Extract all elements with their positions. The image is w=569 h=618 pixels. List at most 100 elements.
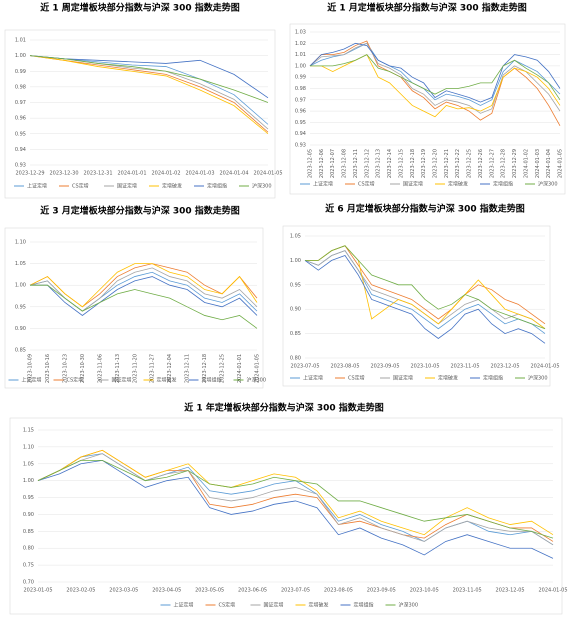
- x-tick-label: 2023-12-05: [490, 364, 519, 370]
- series-line: [29, 55, 269, 125]
- x-tick-label: 2023-06-05: [238, 588, 267, 594]
- x-tick-label: 2023-10-09: [28, 354, 34, 383]
- x-tick-label: 2023-12-22: [455, 149, 461, 178]
- x-tick-label: 2023-12-07: [330, 149, 336, 178]
- y-tick-label: 0.80: [290, 356, 301, 362]
- y-tick-label: 1.15: [23, 428, 34, 434]
- legend-label: 沪深300: [252, 183, 272, 190]
- x-tick-label: 2023-11-13: [115, 354, 121, 383]
- legend-label: 上证定增: [27, 183, 47, 190]
- chart-frame: [9, 417, 563, 615]
- legend-label: 沪深300: [538, 181, 558, 188]
- y-tick-label: 0.99: [15, 69, 26, 75]
- y-tick-label: 1.02: [295, 41, 306, 47]
- legend-label: 定增破发: [157, 377, 177, 384]
- y-tick-label: 0.90: [290, 307, 301, 313]
- x-tick-label: 2024-01-02: [523, 149, 529, 178]
- x-tick-label: 2023-11-05: [453, 588, 482, 594]
- y-tick-label: 1.01: [295, 52, 306, 58]
- y-tick-label: 0.96: [15, 116, 26, 122]
- y-tick-label: 0.96: [295, 109, 306, 115]
- legend-label: CS定增: [67, 377, 84, 384]
- x-tick-label: 2023-12-21: [444, 149, 450, 178]
- legend-label: 定增破发: [309, 602, 329, 609]
- legend-label: 国证定增: [264, 602, 284, 609]
- y-tick-label: 0.98: [295, 86, 306, 92]
- chart-title: 近 1 周定增板块部分指数与沪深 300 指数走势图: [40, 2, 240, 14]
- series-line: [37, 459, 554, 559]
- series-line: [37, 449, 554, 536]
- y-tick-label: 1.00: [15, 283, 26, 289]
- legend-label: 上证定增: [313, 181, 333, 188]
- legend-label: 定增破发: [448, 181, 468, 188]
- x-tick-label: 2023-12-26: [478, 149, 484, 178]
- legend-label: CS定增: [72, 183, 89, 190]
- y-tick-label: 0.95: [23, 495, 34, 501]
- y-tick-label: 0.85: [15, 348, 26, 354]
- legend-label: 定增组指: [207, 183, 227, 190]
- series-line: [30, 284, 258, 329]
- y-tick-label: 0.95: [15, 131, 26, 137]
- x-tick-label: 2023-10-23: [62, 354, 68, 383]
- x-tick-label: 2023-12-18: [202, 354, 208, 383]
- x-tick-label: 2024-01-05: [538, 588, 567, 594]
- chart-title: 近 3 月定增板块部分指数与沪深 300 指数走势图: [40, 205, 240, 217]
- series-line: [30, 276, 258, 316]
- chart-frame: [4, 227, 264, 389]
- x-tick-label: 2023-12-28: [501, 149, 507, 178]
- x-tick-label: 2023-12-05: [308, 149, 314, 178]
- series-line: [309, 40, 561, 126]
- x-tick-label: 2024-01-04: [219, 171, 248, 177]
- y-tick-label: 0.95: [295, 120, 306, 126]
- chart-frame: [289, 23, 566, 195]
- x-tick-label: 2024-01-05: [253, 171, 282, 177]
- series-line: [305, 245, 546, 330]
- y-tick-label: 0.75: [23, 563, 34, 569]
- x-tick-label: 2023-12-12: [364, 149, 370, 178]
- y-tick-label: 0.95: [290, 282, 301, 288]
- x-tick-label: 2023-10-16: [45, 354, 51, 383]
- legend-label: CS定增: [348, 375, 365, 382]
- series-line: [37, 460, 554, 539]
- legend-label: 上证定增: [303, 375, 323, 382]
- legend-label: 国证定增: [112, 377, 132, 384]
- x-tick-label: 2024-01-05: [530, 364, 559, 370]
- x-tick-label: 2023-12-11: [185, 354, 191, 383]
- y-tick-label: 0.70: [23, 580, 34, 586]
- x-tick-label: 2023-10-05: [410, 588, 439, 594]
- x-tick-label: 2023-09-05: [367, 588, 396, 594]
- y-tick-label: 1.00: [23, 478, 34, 484]
- series-line: [310, 54, 561, 101]
- series-line: [29, 55, 269, 99]
- legend-label: 沪深300: [399, 602, 419, 609]
- y-tick-label: 0.93: [15, 163, 26, 169]
- legend-label: 上证定增: [22, 377, 42, 384]
- chart-frame: [282, 225, 551, 387]
- series-line: [309, 42, 561, 103]
- chart-title: 近 1 月定增板块部分指数与沪深 300 指数走势图: [327, 2, 527, 14]
- y-tick-label: 1.10: [15, 240, 26, 246]
- y-tick-label: 0.93: [295, 143, 306, 149]
- x-tick-label: 2023-01-05: [23, 588, 52, 594]
- y-tick-label: 1.00: [15, 53, 26, 59]
- x-tick-label: 2024-01-03: [185, 171, 214, 177]
- y-tick-label: 0.94: [15, 147, 26, 153]
- y-tick-label: 0.80: [23, 546, 34, 552]
- legend-label: 定增破发: [162, 183, 182, 190]
- x-tick-label: 2024-01-01: [237, 354, 243, 383]
- legend-label: 定增组指: [354, 602, 374, 609]
- legend-label: 沪深300: [247, 377, 267, 384]
- x-tick-label: 2023-12-27: [489, 149, 495, 178]
- x-tick-label: 2023-11-27: [150, 354, 156, 383]
- x-tick-label: 2023-11-06: [97, 354, 103, 383]
- y-tick-label: 0.85: [290, 331, 301, 337]
- legend-label: 定增组指: [483, 375, 503, 382]
- legend-label: 定增组指: [202, 377, 222, 384]
- legend-label: 定增破发: [438, 375, 458, 382]
- y-tick-label: 0.98: [15, 84, 26, 90]
- y-tick-label: 1.05: [15, 261, 26, 267]
- series-line: [304, 250, 546, 334]
- chart-frame: [4, 29, 276, 199]
- x-tick-label: 2023-12-14: [387, 149, 393, 178]
